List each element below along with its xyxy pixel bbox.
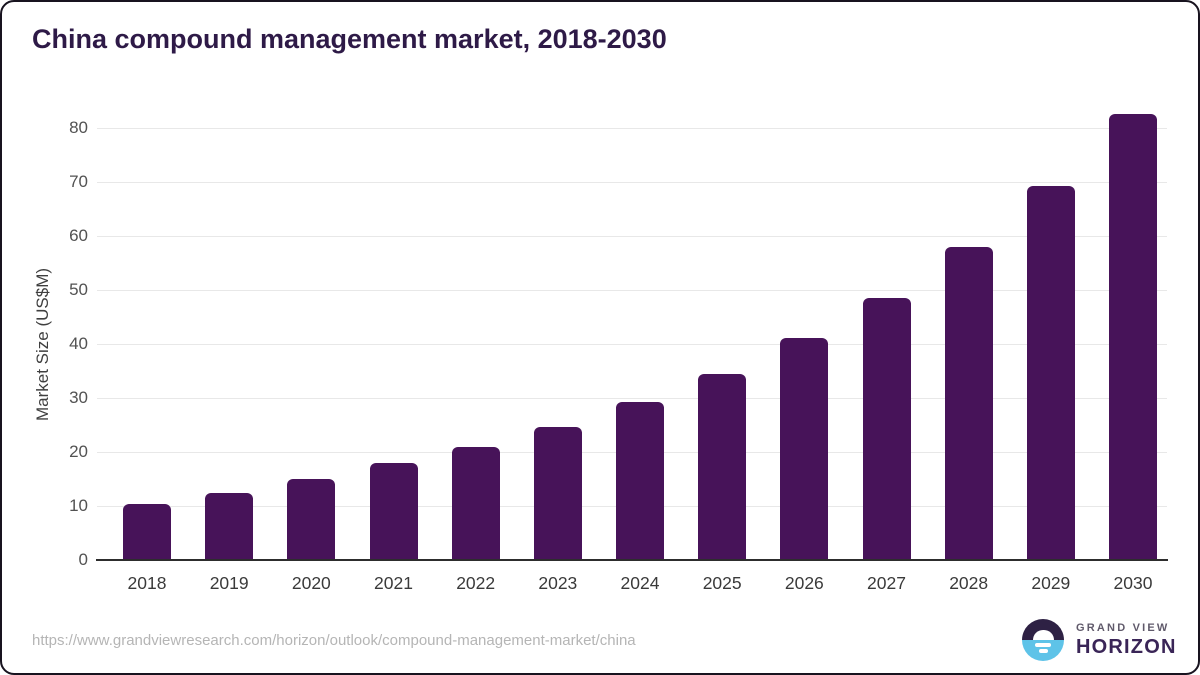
bar-2030 (1109, 113, 1157, 560)
bar-2018 (123, 503, 171, 560)
logo-icon-sun (1032, 629, 1054, 640)
x-tick-label-2023: 2023 (538, 573, 578, 593)
x-tick-label-2019: 2019 (209, 573, 249, 593)
bar-2023 (533, 427, 582, 560)
y-tick-label-80: 80 (69, 118, 88, 137)
y-tick-label-60: 60 (69, 226, 88, 245)
x-tick-label-2021: 2021 (374, 573, 413, 593)
x-tick-label-2020: 2020 (291, 573, 331, 593)
bar-2019 (205, 493, 254, 560)
bar-2025 (698, 373, 747, 560)
y-tick-label-40: 40 (69, 334, 88, 353)
bar-2028 (944, 247, 993, 560)
x-tick-label-2026: 2026 (784, 573, 824, 593)
logo-text: GRAND VIEW HORIZON (1076, 622, 1177, 658)
bar-2026 (780, 338, 829, 560)
bar-2021 (369, 463, 418, 560)
y-tick-label-10: 10 (69, 496, 88, 515)
horizon-logo-icon (1022, 619, 1064, 661)
x-axis-line (96, 559, 1168, 561)
plot-area (97, 113, 1167, 560)
logo-icon-reflection-1 (1035, 643, 1051, 647)
logo-icon-reflection-2 (1038, 649, 1048, 653)
bar-2020 (287, 479, 336, 560)
gridline-70 (97, 182, 1167, 183)
y-tick-label-70: 70 (69, 172, 88, 191)
gridline-80 (97, 128, 1167, 129)
x-tick-label-2024: 2024 (620, 573, 660, 593)
y-tick-label-0: 0 (78, 550, 88, 569)
bar-2022 (451, 447, 500, 560)
grandview-horizon-logo: GRAND VIEW HORIZON (1022, 619, 1177, 661)
gridline-50 (97, 290, 1167, 291)
source-url: https://www.grandviewresearch.com/horizo… (32, 632, 636, 649)
gridline-30 (97, 398, 1167, 399)
bar-2027 (862, 297, 911, 560)
x-tick-label-2028: 2028 (949, 573, 989, 593)
x-tick-label-2030: 2030 (1113, 573, 1153, 593)
x-tick-label-2027: 2027 (867, 573, 906, 593)
x-tick-label-2025: 2025 (702, 573, 742, 593)
logo-brand-line: GRAND VIEW (1076, 621, 1170, 634)
gridline-40 (97, 344, 1167, 345)
logo-brand-name: HORIZON (1076, 636, 1177, 659)
gridline-60 (97, 236, 1167, 237)
bar-2024 (616, 402, 664, 560)
chart-title: China compound management market, 2018-2… (32, 24, 667, 54)
x-tick-label-2029: 2029 (1031, 573, 1071, 593)
x-tick-label-2022: 2022 (456, 573, 496, 593)
bar-2029 (1026, 186, 1075, 560)
y-tick-label-50: 50 (69, 280, 88, 299)
y-tick-label-20: 20 (69, 442, 88, 461)
x-tick-label-2018: 2018 (127, 573, 167, 593)
y-tick-label-30: 30 (69, 388, 88, 407)
